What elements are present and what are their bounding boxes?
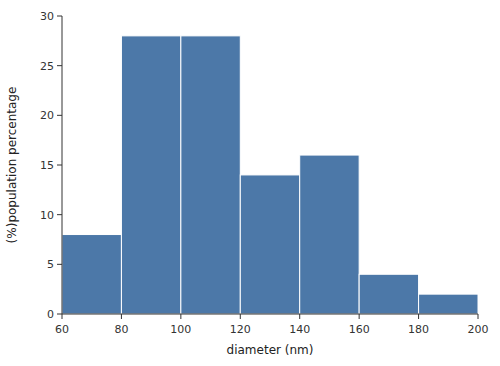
- x-tick-label: 160: [349, 323, 370, 336]
- x-tick-label: 120: [230, 323, 251, 336]
- bar: [62, 235, 121, 314]
- x-tick: [299, 314, 300, 319]
- bar: [419, 294, 478, 314]
- y-axis-label: (%)population percentage: [5, 87, 19, 244]
- chart-container: 60 80 100 120 140 160 180 200 0 5 10 15 20 25 30 diamet…: [0, 0, 500, 366]
- x-tick: [121, 314, 122, 319]
- bar: [240, 175, 299, 314]
- y-tick-label: 5: [47, 258, 54, 271]
- x-tick-label: 100: [170, 323, 191, 336]
- x-tick: [478, 314, 479, 319]
- x-tick-label: 180: [408, 323, 429, 336]
- bars: [62, 36, 478, 314]
- y-tick: [57, 314, 62, 315]
- bar: [181, 36, 240, 314]
- x-axis-line: [62, 314, 478, 315]
- axes: 60 80 100 120 140 160 180 200 0 5 10 15 20 25 30: [40, 10, 489, 336]
- y-tick-label: 30: [40, 10, 54, 23]
- y-tick-label: 20: [40, 109, 54, 122]
- y-tick-label: 0: [47, 308, 54, 321]
- x-tick-label: 200: [468, 323, 489, 336]
- x-axis-label: diameter (nm): [227, 343, 314, 357]
- bar: [121, 36, 180, 314]
- x-tick: [180, 314, 181, 319]
- chart: 60 80 100 120 140 160 180 200 0 5 10 15 20 25 30 diamet…: [0, 0, 500, 366]
- x-tick-label: 140: [289, 323, 310, 336]
- y-tick: [57, 115, 62, 116]
- y-tick: [57, 264, 62, 265]
- bar: [359, 274, 418, 314]
- x-tick: [418, 314, 419, 319]
- x-tick-label: 80: [114, 323, 128, 336]
- x-tick-label: 60: [55, 323, 69, 336]
- x-tick: [240, 314, 241, 319]
- x-tick: [62, 314, 63, 319]
- y-tick: [57, 214, 62, 215]
- y-tick: [57, 16, 62, 17]
- x-tick: [359, 314, 360, 319]
- y-tick: [57, 165, 62, 166]
- y-tick-label: 10: [40, 209, 54, 222]
- y-tick: [57, 65, 62, 66]
- y-tick-label: 25: [40, 60, 54, 73]
- bar: [300, 155, 359, 314]
- y-tick-label: 15: [40, 159, 54, 172]
